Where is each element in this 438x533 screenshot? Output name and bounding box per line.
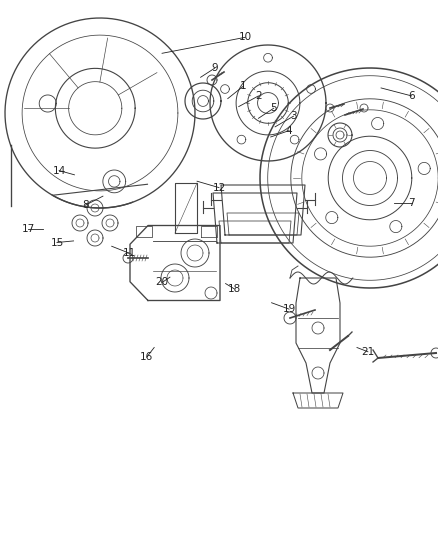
- Text: 5: 5: [270, 103, 277, 113]
- Text: 2: 2: [255, 91, 262, 101]
- Text: 4: 4: [286, 126, 293, 135]
- Text: 17: 17: [22, 224, 35, 234]
- Text: 10: 10: [239, 33, 252, 42]
- Text: 16: 16: [140, 352, 153, 362]
- Text: 20: 20: [155, 278, 169, 287]
- Text: 14: 14: [53, 166, 66, 175]
- Text: 11: 11: [123, 248, 136, 258]
- Text: 1: 1: [240, 82, 247, 91]
- Text: 18: 18: [228, 284, 241, 294]
- Text: 21: 21: [361, 347, 374, 357]
- Text: 7: 7: [408, 198, 415, 207]
- Text: 9: 9: [211, 63, 218, 73]
- Text: 15: 15: [50, 238, 64, 247]
- Text: 12: 12: [212, 183, 226, 192]
- Text: 8: 8: [82, 200, 89, 210]
- Text: 3: 3: [290, 111, 297, 121]
- Text: 19: 19: [283, 304, 296, 314]
- Text: 6: 6: [408, 91, 415, 101]
